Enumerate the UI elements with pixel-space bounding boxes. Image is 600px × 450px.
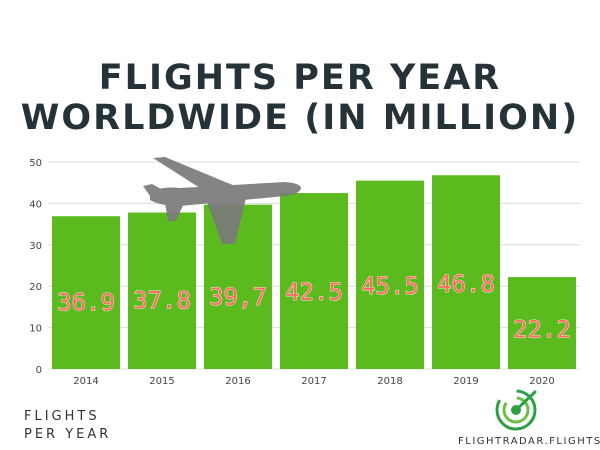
title-line-1: FLIGHTS PER YEAR	[98, 58, 502, 98]
radar-logo-icon	[495, 389, 537, 431]
airplane-icon	[143, 157, 301, 244]
x-tick-label: 2014	[73, 376, 98, 387]
bar-chart: 0 10 20 30 40 50 36.9 2014 37.8 2015 39,7 2016 42.5 2…	[29, 157, 580, 387]
y-tick-label: 40	[29, 199, 42, 210]
x-tick-label: 2020	[529, 376, 554, 387]
x-tick-label: 2017	[301, 376, 326, 387]
title-line-2: WORLDWIDE (IN MILLION)	[20, 98, 580, 138]
x-tick-label: 2019	[453, 376, 478, 387]
bar	[356, 180, 424, 369]
bar-value-label: 42.5	[285, 278, 343, 306]
bar	[128, 212, 196, 369]
bar-value-label: 22.2	[513, 316, 571, 344]
footer-caption-line-1: FLIGHTS	[24, 409, 100, 424]
chart-title: FLIGHTS PER YEAR WORLDWIDE (IN MILLION)	[0, 58, 600, 138]
bar	[204, 204, 272, 369]
bar	[432, 175, 500, 369]
x-tick-label: 2018	[377, 376, 402, 387]
y-tick-label: 10	[29, 324, 42, 335]
y-tick-label: 20	[29, 282, 42, 293]
y-tick-label: 50	[29, 158, 42, 169]
x-tick-label: 2015	[149, 376, 174, 387]
y-tick-label: 30	[29, 241, 42, 252]
bar-value-label: 39,7	[209, 283, 267, 311]
bar-value-label: 37.8	[133, 287, 191, 315]
footer-caption: FLIGHTS PER YEAR	[24, 408, 111, 444]
y-tick-label: 0	[36, 365, 42, 376]
bar-value-label: 46.8	[437, 270, 495, 298]
bar	[508, 277, 576, 369]
bar	[280, 193, 348, 369]
bar	[52, 216, 120, 369]
x-tick-label: 2016	[225, 376, 250, 387]
brand-name: FLIGHTRADAR.FLIGHTS	[458, 436, 600, 447]
bar-value-label: 36.9	[57, 288, 115, 316]
bar-value-label: 45.5	[361, 272, 419, 300]
footer-caption-line-2: PER YEAR	[24, 427, 112, 442]
